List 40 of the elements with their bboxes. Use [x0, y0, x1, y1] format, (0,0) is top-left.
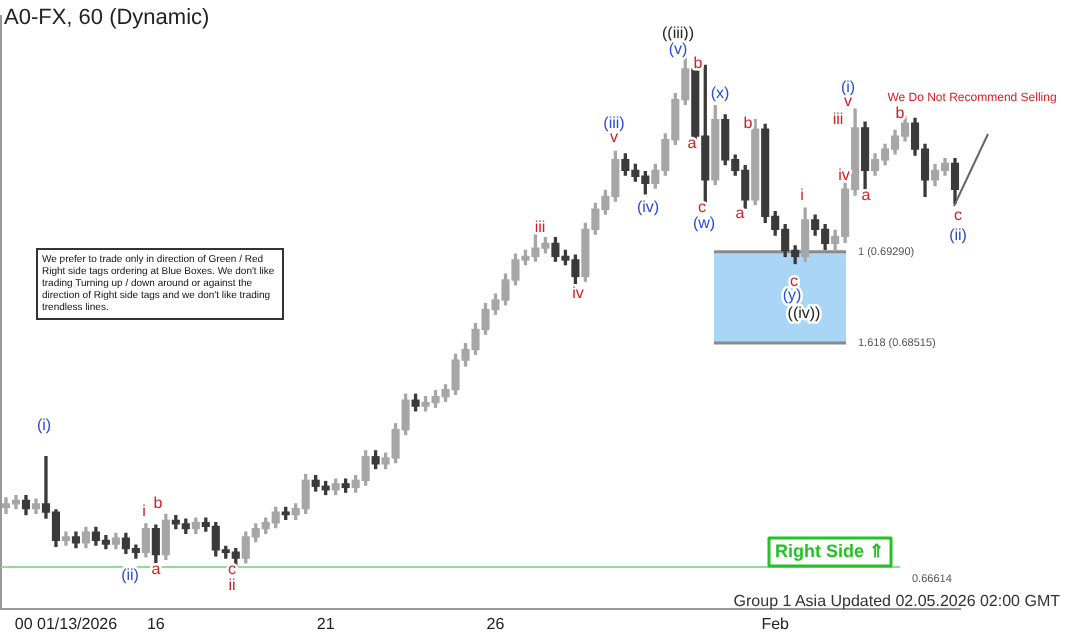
annotation: (w): [692, 214, 716, 233]
annotation: a: [861, 186, 872, 205]
annotation: a: [687, 134, 698, 153]
annotation: (x): [710, 84, 730, 103]
annotation: ((iii)): [662, 24, 695, 43]
annotation: (v): [668, 40, 688, 59]
annotation: (ii): [121, 566, 140, 585]
chart-title: A0-FX, 60 (Dynamic): [4, 6, 210, 30]
annotation: (iv): [636, 198, 660, 217]
annotation: Right Side ⇑: [775, 540, 885, 561]
annotation: (y): [782, 286, 802, 305]
annotation: (i): [36, 416, 52, 435]
annotation: v: [844, 92, 852, 111]
annotation: (i): [840, 78, 856, 97]
annotation: b: [693, 54, 704, 73]
annotation: ii: [228, 576, 236, 595]
x-tick-label: 26: [486, 614, 506, 633]
annotation: a: [735, 204, 746, 223]
annotation: b: [153, 494, 164, 513]
annotation: b: [895, 104, 906, 123]
x-tick-label: 16: [146, 614, 166, 633]
annotation: i: [800, 186, 805, 205]
x-tick-label: 21: [316, 614, 336, 633]
annotation: c: [228, 560, 236, 579]
annotation: b: [743, 114, 754, 133]
annotation: i: [142, 502, 147, 521]
annotation: ((iv)): [787, 304, 822, 323]
annotation: (ii): [949, 226, 968, 245]
annotation: v: [610, 128, 618, 147]
annotation: iv: [838, 166, 850, 185]
x-tick-label: Feb: [761, 614, 791, 633]
annotation: Group 1 Asia Updated 02.05.2026 02:00 GMT: [733, 592, 1060, 610]
annotation: c: [790, 272, 798, 291]
annotation: c: [954, 206, 962, 225]
annotation: iii: [832, 110, 844, 129]
annotation: c: [698, 198, 706, 217]
annotation: iii: [534, 218, 546, 237]
x-tick-label: 00 01/13/2026: [14, 614, 119, 633]
annotation: iv: [572, 284, 584, 303]
annotation: (iii): [603, 114, 626, 133]
